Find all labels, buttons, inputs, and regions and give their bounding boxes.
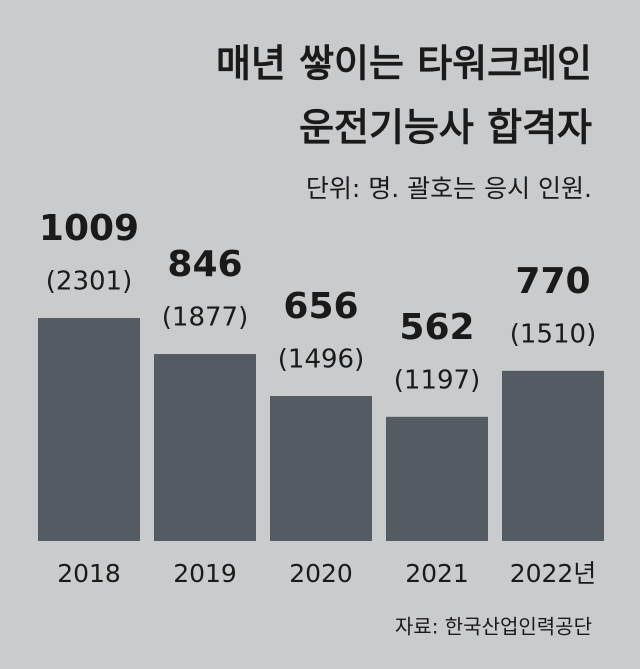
value-label: 846 [167, 244, 242, 285]
applicant-label: (1197) [394, 365, 480, 395]
applicant-label: (1877) [162, 303, 248, 333]
source: 자료: 한국산업인력공단 [395, 615, 592, 639]
x-tick-label: 2019 [173, 559, 237, 588]
chart-title: 매년 쌓이는 타워크레인 [216, 42, 592, 86]
bar [386, 416, 488, 541]
bar [270, 396, 372, 541]
applicant-label: (1496) [278, 345, 364, 375]
chart-subtitle: 단위: 명. 괄호는 응시 인원. [306, 174, 592, 203]
bar [502, 370, 604, 541]
applicant-label: (1510) [510, 319, 596, 349]
x-tick-label: 2020 [289, 559, 353, 588]
value-label: 656 [283, 286, 358, 327]
value-label: 562 [399, 307, 474, 348]
chart-title: 운전기능사 합격자 [299, 106, 592, 150]
bar [154, 354, 256, 541]
bar [38, 318, 140, 541]
x-tick-label: 2018 [57, 559, 121, 588]
applicant-label: (2301) [46, 267, 132, 297]
x-tick-label: 2022년 [510, 559, 597, 588]
value-label: 1009 [39, 208, 139, 249]
x-tick-label: 2021 [405, 559, 469, 588]
value-label: 770 [515, 261, 590, 302]
